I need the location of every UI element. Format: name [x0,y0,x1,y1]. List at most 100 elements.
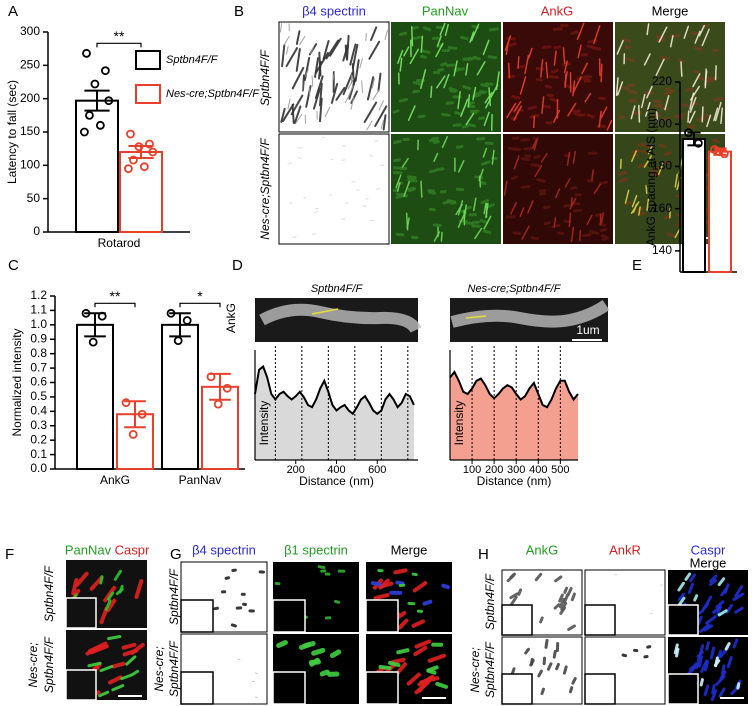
micrograph-feature [586,214,593,226]
micrograph-feature [121,642,137,650]
micrograph-feature [572,80,576,97]
y-tick-label: 0.3 [30,418,47,432]
micrograph-feature [397,618,409,630]
micrograph-feature [706,114,712,128]
micrograph-feature [584,92,592,103]
column-title: Merge [391,542,428,557]
micrograph-feature [462,85,472,91]
micrograph-feature [468,101,475,106]
chart-title: Sptbn4F/F [311,283,364,295]
micrograph-feature [111,661,126,669]
micrograph-feature [478,175,482,188]
inset-frame [180,599,214,633]
data-point [121,398,131,408]
data-point [123,164,133,174]
micrograph-feature [563,219,572,224]
micrograph-feature [687,110,690,123]
micrograph-feature [568,686,574,694]
bar [76,323,114,471]
data-point [144,139,154,149]
micrograph-feature [431,136,439,141]
micrograph-feature [663,151,672,156]
micrograph-feature [347,78,354,90]
micrograph-feature [534,165,543,178]
micrograph-feature [292,236,297,238]
micrograph-feature [630,201,640,214]
micrograph-feature [660,584,663,586]
micrograph-feature [412,89,421,94]
micrograph-feature [546,662,553,671]
micrograph-feature [419,54,427,59]
inset-frame [272,671,306,705]
micrograph-feature [697,615,703,625]
significance-bracket [179,302,221,308]
y-tick-label: 0.9 [30,331,47,345]
data-point [88,337,98,347]
row-label: Sptbn4F/F [42,565,56,622]
data-point [714,147,724,157]
line-scan-image [255,298,610,342]
legend-swatch [135,84,161,104]
micrograph-feature [697,655,703,668]
row-label: Nes-cre; [468,647,482,692]
micrograph-feature [718,687,726,698]
micrograph-feature [396,648,410,655]
micrograph-feature [734,585,744,598]
micrograph-feature [553,50,557,66]
micrograph-feature [571,677,577,685]
micrograph-feature [484,92,493,104]
micrograph-feature [440,231,443,242]
micrograph-feature [693,46,703,51]
micrograph-feature [441,583,450,590]
micrograph-feature [684,572,692,581]
micrograph-feature [403,181,410,198]
micrograph-feature [693,70,701,74]
micrograph-feature [601,236,609,241]
micrograph-feature [664,95,670,111]
micrograph-feature [344,44,348,60]
micrograph-feature [444,24,449,37]
micrograph-feature [520,185,531,189]
micrograph-feature [593,183,602,195]
micrograph-feature [462,56,472,61]
micrograph-feature [302,640,316,649]
bar [161,323,199,471]
y-tick-label: 0.0 [30,461,47,475]
micrograph-feature [534,163,542,168]
micrograph-feature [527,105,538,111]
micrograph-feature [631,194,638,208]
micrograph-feature [540,687,545,696]
micrograph-feature [420,35,424,54]
micrograph-feature [427,653,447,663]
micrograph-feature [586,179,594,183]
micrograph-feature [704,68,707,89]
significance-label: ** [114,28,125,44]
y-axis-label: Normalized intensity [10,328,24,436]
row-label: Sptbn4F/F [167,568,181,625]
micrograph-feature [366,76,375,101]
micrograph-feature [363,101,378,124]
micrograph-feature [295,114,303,125]
column-title: AnkG [526,542,559,557]
micrograph-feature [289,202,293,204]
micrograph-feature [369,154,374,157]
micrograph-feature [299,35,306,45]
micrograph-feature [645,184,648,195]
micrograph-feature [697,76,706,81]
micrograph-feature [406,217,410,229]
micrograph-feature [631,150,637,163]
inset-frame [584,673,616,705]
data-point [97,311,107,321]
micrograph-feature [617,81,624,96]
micrograph-feature [586,113,596,119]
micrograph-feature [720,587,728,597]
micrograph-feature [311,75,314,87]
micrograph-feature [666,232,675,238]
micrograph-feature [396,181,401,192]
micrograph-feature [537,669,543,678]
micrograph-feature [407,177,416,182]
area [450,372,578,460]
micrograph-feature [375,188,381,191]
micrograph-feature [519,207,525,218]
micrograph-feature [655,58,665,77]
